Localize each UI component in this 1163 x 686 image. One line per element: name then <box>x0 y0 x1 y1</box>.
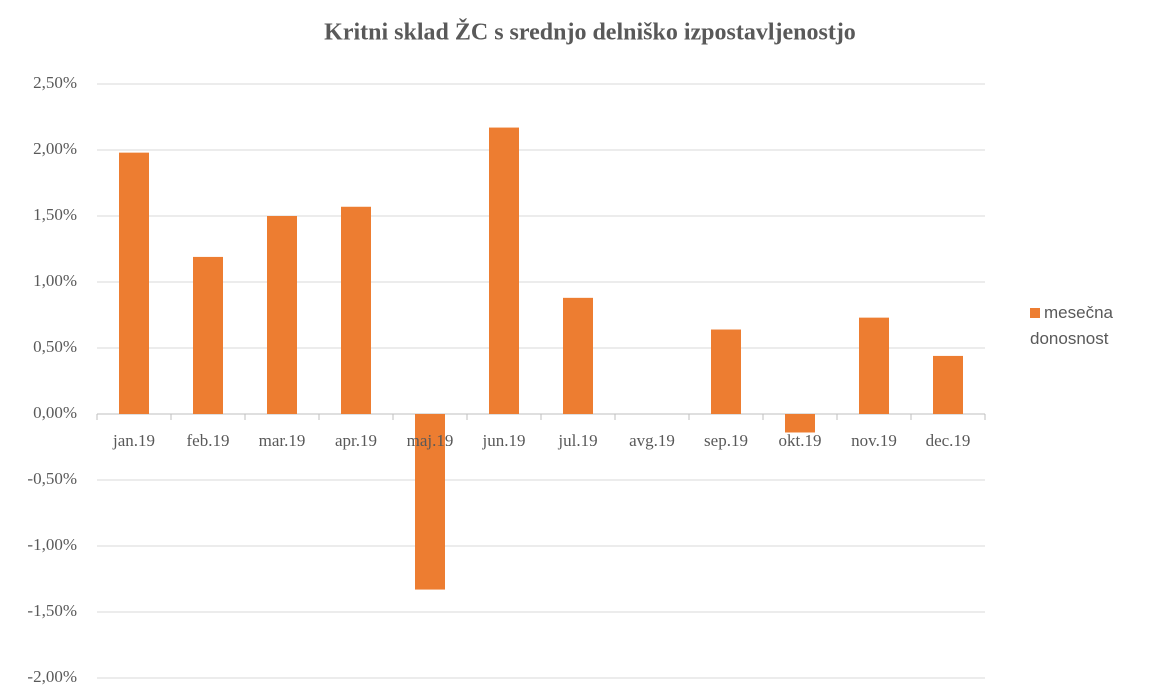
x-tick-label: feb.19 <box>187 431 230 450</box>
bar <box>711 329 741 414</box>
legend-swatch <box>1030 308 1040 318</box>
y-tick-label: 2,50% <box>33 73 77 92</box>
x-tick-label: mar.19 <box>259 431 306 450</box>
x-tick-label: sep.19 <box>704 431 748 450</box>
x-tick-label: dec.19 <box>926 431 971 450</box>
bar <box>489 127 519 414</box>
bar <box>193 256 223 414</box>
y-tick-label: -1,00% <box>27 535 77 554</box>
y-tick-label: -1,50% <box>27 601 77 620</box>
bar <box>267 216 297 414</box>
bar <box>415 414 445 590</box>
bar <box>933 355 963 414</box>
x-tick-label: avg.19 <box>629 431 675 450</box>
y-tick-label: 1,50% <box>33 205 77 224</box>
x-tick-label: jul.19 <box>557 431 597 450</box>
bar <box>859 317 889 414</box>
x-tick-label: jan.19 <box>112 431 155 450</box>
y-tick-label: -0,50% <box>27 469 77 488</box>
x-tick-label: jun.19 <box>482 431 526 450</box>
bar <box>563 297 593 414</box>
bar <box>785 414 815 433</box>
x-tick-label: nov.19 <box>851 431 897 450</box>
y-tick-label: 2,00% <box>33 139 77 158</box>
chart-title: Kritni sklad ŽC s srednjo delniško izpos… <box>324 19 856 46</box>
y-tick-label: 0,00% <box>33 403 77 422</box>
x-tick-label: apr.19 <box>335 431 377 450</box>
x-tick-label: maj.19 <box>407 431 454 450</box>
legend-label: mesečna donosnost <box>1030 303 1113 348</box>
x-tick-label: okt.19 <box>779 431 822 450</box>
legend: mesečna donosnost <box>1030 300 1160 352</box>
bar <box>119 152 149 414</box>
y-tick-label: 1,00% <box>33 271 77 290</box>
bar <box>341 206 371 414</box>
y-tick-label: -2,00% <box>27 667 77 686</box>
y-tick-label: 0,50% <box>33 337 77 356</box>
